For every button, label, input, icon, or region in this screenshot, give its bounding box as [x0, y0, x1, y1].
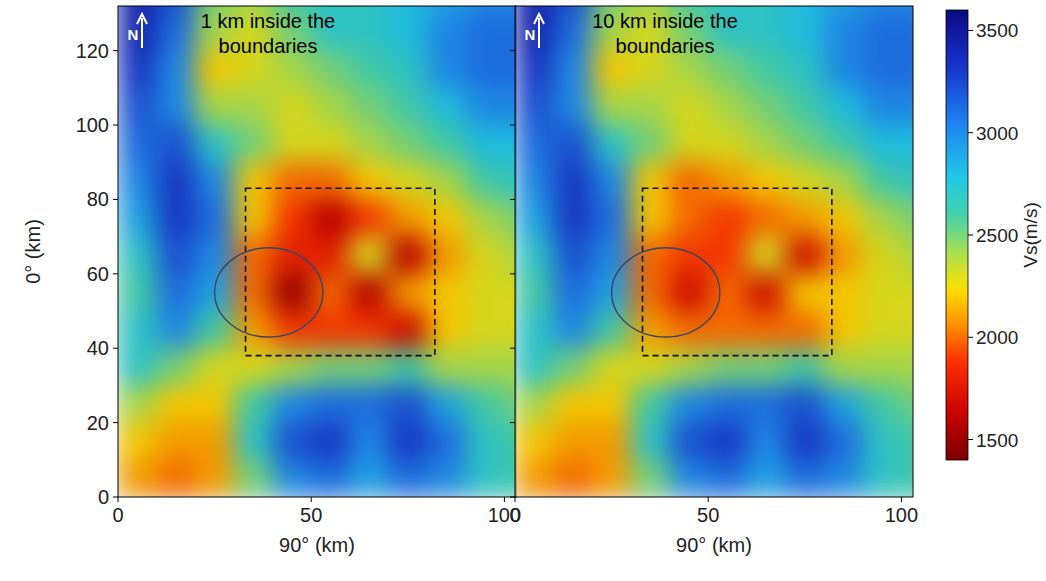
y-tick-label: 120 — [76, 40, 109, 62]
y-tick-label: 100 — [76, 114, 109, 136]
panel-title-line: 10 km inside the — [592, 10, 738, 32]
y-tick-label: 0 — [98, 486, 109, 508]
colorbar-tick-label: 1500 — [976, 430, 1018, 451]
north-arrow-shaft — [141, 18, 143, 48]
colorbar-tick-label: 2500 — [976, 225, 1018, 246]
x-tick-label: 0 — [509, 504, 520, 526]
y-tick-label: 60 — [87, 263, 109, 285]
y-tick — [510, 125, 515, 126]
y-tick — [510, 422, 515, 423]
x-tick — [901, 497, 902, 502]
colorbar-tick-label: 2000 — [976, 327, 1018, 348]
panel-title-line: boundaries — [616, 35, 715, 57]
x-tick-label: 50 — [697, 504, 719, 526]
x-axis-title: 90° (km) — [676, 534, 752, 556]
plot-frame — [515, 6, 913, 497]
colorbar-title: Vs(m/s) — [1020, 202, 1041, 267]
y-tick — [113, 125, 118, 126]
x-tick — [708, 497, 709, 502]
velocity-field — [515, 6, 913, 497]
y-tick-label: 80 — [87, 188, 109, 210]
y-tick — [510, 199, 515, 200]
y-tick — [510, 50, 515, 51]
panel: N 10 km inside the boundaries 0 50 100 90° (km… — [509, 0, 940, 556]
y-tick — [510, 348, 515, 349]
y-tick — [510, 273, 515, 274]
x-tick-label: 0 — [112, 504, 123, 526]
highlight-ellipse — [215, 248, 323, 337]
colorbar-tick-label: 3000 — [976, 123, 1018, 144]
y-tick — [510, 497, 515, 498]
y-tick — [113, 50, 118, 51]
x-tick-label: 100 — [488, 504, 521, 526]
y-tick-label: 20 — [87, 412, 109, 434]
terrain-shading — [118, 6, 516, 497]
study-box — [643, 188, 832, 355]
panel-title-line: boundaries — [219, 35, 318, 57]
colorbar-tick — [968, 439, 973, 440]
colorbar-tick — [968, 337, 973, 338]
north-label: N — [128, 26, 139, 43]
plot-area — [118, 6, 516, 497]
study-box — [246, 188, 435, 355]
x-tick — [515, 497, 516, 502]
colorbar-tick — [968, 235, 973, 236]
panel: N1 km inside theboundaries05010002040608… — [22, 0, 544, 556]
figure: N1 km inside theboundaries05010002040608… — [0, 0, 1046, 581]
north-arrow: N — [525, 14, 544, 48]
x-tick-label: 50 — [300, 504, 322, 526]
x-tick-label: 100 — [885, 504, 918, 526]
north-arrow-head — [534, 14, 544, 24]
colorbar-tick — [968, 30, 973, 31]
colorbar-tick-label: 3500 — [976, 20, 1018, 41]
north-label: N — [525, 26, 536, 43]
x-tick — [504, 497, 505, 502]
y-tick — [113, 497, 118, 498]
north-arrow: N — [128, 14, 147, 48]
y-tick — [113, 422, 118, 423]
y-tick — [113, 348, 118, 349]
panel-title: 10 km inside the boundaries — [592, 10, 738, 57]
highlight-ellipse — [612, 248, 720, 337]
velocity-field — [118, 6, 516, 497]
plot-area — [515, 6, 913, 497]
colorbar: 1500 2000 2500 3000 3500 Vs(m/s) — [946, 10, 1041, 460]
y-tick — [113, 199, 118, 200]
north-arrow-shaft — [538, 18, 540, 48]
y-tick-label: 40 — [87, 337, 109, 359]
panel-title: 1 km inside the boundaries — [201, 10, 336, 57]
colorbar-tick — [968, 132, 973, 133]
y-axis-title: 0° (km) — [22, 219, 44, 284]
x-tick — [118, 497, 119, 502]
panel-title-line: 1 km inside the — [201, 10, 336, 32]
y-tick — [113, 273, 118, 274]
colorbar-scale — [946, 10, 968, 460]
terrain-shading — [515, 6, 913, 497]
x-tick — [311, 497, 312, 502]
plot-frame — [118, 6, 516, 497]
north-arrow-head — [137, 14, 147, 24]
x-axis-title: 90° (km) — [279, 534, 355, 556]
